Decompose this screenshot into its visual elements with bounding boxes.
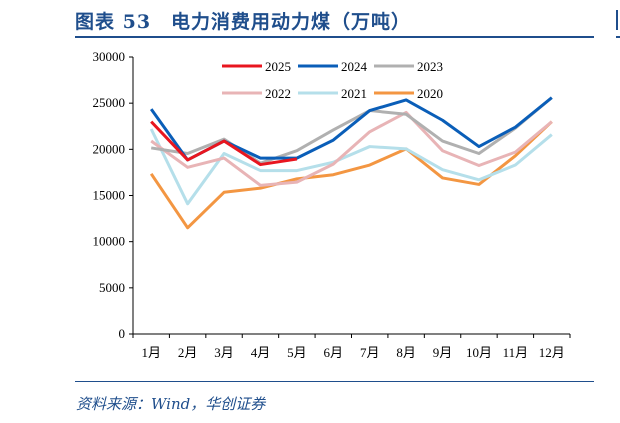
legend-label-2025: 2025 bbox=[265, 59, 291, 74]
x-tick-label: 3月 bbox=[214, 345, 234, 360]
legend-label-2022: 2022 bbox=[265, 86, 291, 101]
y-tick-label: 0 bbox=[119, 326, 126, 341]
x-tick-label: 4月 bbox=[251, 345, 271, 360]
x-tick-label: 9月 bbox=[433, 345, 453, 360]
x-tick-label: 2月 bbox=[178, 345, 198, 360]
legend-label-2020: 2020 bbox=[417, 86, 443, 101]
series-line-2022 bbox=[150, 110, 553, 187]
legend-label-2023: 2023 bbox=[417, 59, 443, 74]
y-tick-label: 30000 bbox=[93, 49, 126, 64]
y-tick-label: 25000 bbox=[93, 95, 126, 110]
legend-label-2024: 2024 bbox=[341, 59, 368, 74]
series-line-2023 bbox=[150, 96, 553, 165]
x-tick-label: 6月 bbox=[324, 345, 344, 360]
title-divider bbox=[75, 36, 594, 38]
next-figure-edge bbox=[616, 10, 620, 30]
y-tick-label: 5000 bbox=[99, 280, 125, 295]
series-line-2025 bbox=[150, 120, 298, 167]
legend-label-2021: 2021 bbox=[341, 86, 367, 101]
figure-title: 图表 53 电力消费用动力煤（万吨） bbox=[75, 11, 412, 33]
source-note: 资料来源：Wind，华创证券 bbox=[76, 395, 266, 413]
y-tick-label: 20000 bbox=[93, 141, 126, 156]
x-tick-label: 5月 bbox=[287, 345, 307, 360]
series-line-2024 bbox=[149, 96, 553, 162]
next-figure-divider bbox=[616, 36, 620, 38]
series-line-2020 bbox=[149, 120, 553, 230]
x-tick-label: 11月 bbox=[503, 345, 529, 360]
x-tick-label: 1月 bbox=[141, 345, 161, 360]
x-tick-label: 12月 bbox=[539, 345, 565, 360]
x-tick-label: 8月 bbox=[396, 345, 416, 360]
y-tick-label: 10000 bbox=[93, 234, 126, 249]
footer-divider bbox=[75, 381, 594, 382]
x-tick-label: 7月 bbox=[360, 345, 380, 360]
series-line-2021 bbox=[149, 128, 553, 206]
y-tick-label: 15000 bbox=[93, 188, 126, 203]
x-tick-label: 10月 bbox=[466, 345, 492, 360]
